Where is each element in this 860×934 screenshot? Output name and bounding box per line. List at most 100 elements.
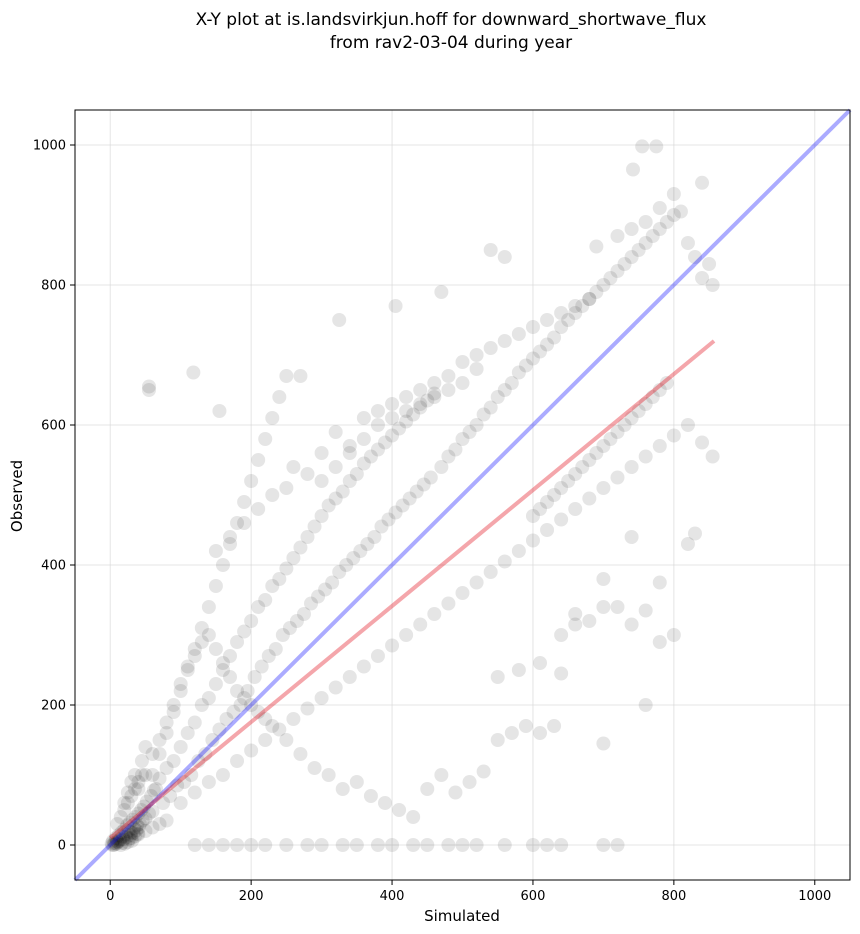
scatter-point (233, 698, 248, 712)
x-tick-label: 0 (106, 889, 114, 904)
scatter-point (490, 390, 505, 404)
scatter-point (114, 825, 129, 840)
scatter-point (173, 740, 188, 754)
scatter-point (244, 743, 259, 758)
scatter-point (624, 617, 639, 632)
scatter-point (469, 418, 484, 432)
scatter-point (624, 530, 639, 544)
scatter-point (497, 838, 512, 852)
scatter-point (568, 299, 583, 313)
scatter-point (166, 698, 181, 712)
scatter-point (117, 796, 132, 810)
scatter-point (251, 705, 266, 719)
scatter-point (300, 701, 315, 716)
scatter-point (230, 684, 245, 698)
scatter-point (370, 838, 385, 852)
scatter-point (201, 600, 216, 614)
scatter-point (117, 803, 132, 817)
scatter-point (610, 264, 625, 278)
x-tick-label: 800 (661, 889, 686, 904)
scatter-point (635, 139, 650, 154)
scatter-point (132, 820, 147, 835)
scatter-point (124, 775, 139, 789)
scatter-point (149, 782, 164, 796)
scatter-point (230, 516, 245, 530)
scatter-point (441, 838, 456, 852)
scatter-point (289, 614, 304, 628)
scatter-point (434, 285, 449, 299)
scatter-point (215, 558, 230, 572)
scatter-point (680, 236, 695, 250)
scatter-point (131, 782, 146, 796)
scatter-point (272, 390, 287, 404)
scatter-point (138, 740, 153, 754)
scatter-point (617, 418, 632, 432)
x-tick-label: 200 (239, 889, 264, 904)
scatter-point (180, 663, 195, 677)
y-tick-label: 800 (41, 279, 66, 294)
scatter-point (152, 771, 167, 786)
scatter-point (582, 292, 597, 306)
scatter-point (120, 835, 135, 850)
scatter-point (212, 722, 227, 737)
scatter-point (194, 621, 209, 635)
scatter-point (673, 204, 688, 219)
scatter-point (120, 796, 135, 810)
scatter-point (490, 733, 505, 747)
scatter-point (441, 596, 456, 611)
scatter-point (230, 635, 245, 649)
scatter-point (427, 376, 442, 390)
scatter-point (113, 810, 128, 824)
scatter-point (610, 600, 625, 614)
scatter-point (342, 670, 357, 684)
scatter-point (540, 495, 555, 509)
scatter-point (107, 835, 122, 850)
scatter-point (349, 775, 364, 789)
scatter-point (219, 712, 234, 726)
scatter-point (356, 659, 371, 674)
scatter-point (441, 383, 456, 397)
scatter-point (258, 733, 273, 747)
scatter-point (575, 299, 590, 313)
scatter-point (201, 628, 216, 642)
scatter-point (596, 278, 611, 292)
scatter-point (137, 799, 152, 814)
scatter-point (462, 425, 477, 439)
scatter-point (367, 530, 382, 544)
scatter-point (300, 530, 315, 544)
scatter-point (244, 838, 259, 852)
reference-lines (73, 108, 852, 882)
y-tick-label: 0 (58, 839, 66, 854)
scatter-point (124, 789, 139, 803)
scatter-point (134, 754, 149, 768)
scatter-point (237, 691, 252, 705)
scatter-point (124, 825, 139, 840)
scatter-point (223, 530, 237, 544)
scatter-point (540, 337, 555, 352)
scatter-point (427, 390, 442, 404)
scatter-point (201, 775, 216, 789)
scatter-point (159, 813, 174, 828)
scatter-point (328, 680, 343, 695)
scatter-point (533, 656, 547, 670)
scatter-point (427, 607, 442, 621)
scatter-point (399, 628, 414, 642)
scatter-point (339, 558, 354, 572)
scatter-point (156, 796, 171, 810)
scatter-point (265, 411, 280, 425)
scatter-point (125, 812, 140, 827)
scatter-point (547, 488, 562, 502)
scatter-point (332, 565, 347, 579)
scatter-point (113, 832, 128, 847)
scatter-point (385, 411, 400, 425)
scatter-point (610, 838, 625, 852)
scatter-point (504, 726, 519, 740)
scatter-point (406, 810, 421, 824)
scatter-point (540, 838, 555, 852)
scatter-point (230, 838, 245, 852)
scatter-point (582, 491, 597, 506)
scatter-point (314, 509, 329, 523)
scatter-point (332, 313, 347, 327)
scatter-point (652, 439, 667, 453)
scatter-point (230, 754, 245, 768)
